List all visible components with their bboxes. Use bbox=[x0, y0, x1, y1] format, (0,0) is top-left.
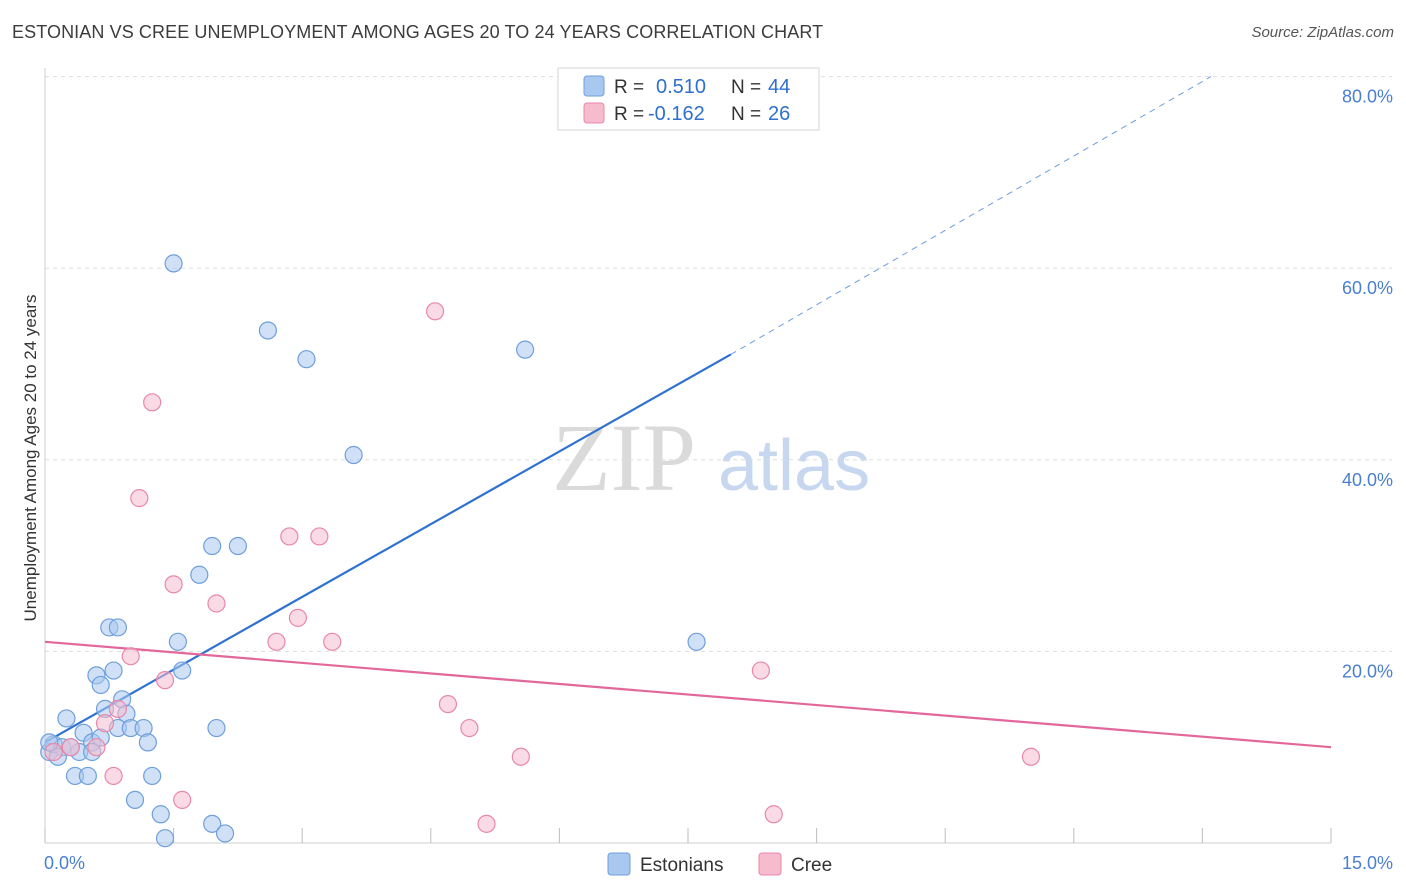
point-estonians bbox=[164, 254, 183, 273]
legend-swatch-cree bbox=[583, 102, 605, 124]
point-estonians bbox=[57, 709, 76, 728]
point-estonians bbox=[687, 632, 706, 651]
legend-n-label: N = bbox=[731, 77, 761, 98]
legend-r-label: R = bbox=[614, 104, 644, 125]
point-estonians bbox=[151, 805, 170, 824]
x-tick-label: 0.0% bbox=[44, 853, 85, 873]
correlation-legend: R = 0.510 N = 44 R = -0.162 N = 26 bbox=[557, 67, 820, 131]
point-estonians bbox=[297, 350, 316, 369]
point-cree bbox=[267, 632, 286, 651]
point-estonians bbox=[91, 675, 110, 695]
trendline-estonians-extension bbox=[730, 76, 1212, 355]
grid bbox=[45, 76, 1392, 652]
point-cree bbox=[173, 790, 192, 809]
point-cree bbox=[104, 766, 123, 786]
point-estonians bbox=[143, 766, 162, 786]
point-cree bbox=[477, 814, 496, 833]
point-estonians bbox=[258, 321, 278, 340]
chart-title: ESTONIAN VS CREE UNEMPLOYMENT AMONG AGES… bbox=[12, 22, 824, 42]
y-tick-label: 40.0% bbox=[1342, 470, 1393, 490]
point-cree bbox=[87, 738, 106, 757]
point-cree bbox=[288, 608, 308, 627]
legend-n-value-cree: 26 bbox=[768, 103, 790, 125]
point-estonians bbox=[138, 733, 157, 752]
point-cree bbox=[280, 527, 299, 546]
point-estonians bbox=[207, 718, 226, 738]
point-cree bbox=[438, 694, 458, 714]
y-tick-label: 80.0% bbox=[1342, 87, 1393, 107]
point-cree bbox=[108, 699, 127, 718]
point-cree bbox=[130, 489, 149, 508]
point-estonians bbox=[215, 824, 235, 843]
point-cree bbox=[207, 594, 226, 613]
point-cree bbox=[460, 718, 479, 738]
legend-r-label: R = bbox=[614, 77, 644, 98]
point-cree bbox=[425, 302, 445, 321]
point-cree bbox=[310, 527, 329, 546]
series-legend: Estonians Cree bbox=[607, 852, 832, 876]
point-estonians bbox=[203, 536, 222, 556]
point-cree bbox=[511, 747, 530, 766]
legend-r-value-cree: -0.162 bbox=[648, 103, 705, 125]
point-estonians bbox=[108, 618, 127, 637]
watermark-zip: ZIP bbox=[552, 404, 696, 511]
point-estonians bbox=[168, 632, 187, 651]
point-cree bbox=[44, 742, 63, 762]
point-estonians bbox=[516, 340, 535, 359]
source-label: Source: ZipAtlas.com bbox=[1251, 24, 1394, 41]
point-estonians bbox=[203, 814, 222, 833]
y-axis-label: Unemployment Among Ages 20 to 24 years bbox=[21, 295, 40, 622]
point-cree bbox=[764, 805, 783, 824]
trendline-cree bbox=[44, 640, 1332, 749]
tick-labels: 20.0% 40.0% 60.0% 80.0% 0.0% 15.0% bbox=[44, 87, 1393, 873]
point-estonians bbox=[104, 661, 123, 680]
point-cree bbox=[164, 575, 183, 594]
bottom-legend-estonians: Estonians bbox=[640, 855, 723, 876]
x-tick-label: 15.0% bbox=[1342, 853, 1393, 873]
point-estonians bbox=[173, 661, 192, 680]
point-cree bbox=[323, 632, 342, 651]
data-points bbox=[40, 254, 1041, 848]
watermark-atlas: atlas bbox=[718, 426, 870, 506]
bottom-legend-swatch-estonians bbox=[607, 852, 631, 876]
point-cree bbox=[155, 671, 175, 690]
point-cree bbox=[143, 393, 162, 412]
bottom-legend-swatch-cree bbox=[758, 852, 782, 876]
bottom-legend-cree: Cree bbox=[791, 855, 832, 876]
point-cree bbox=[61, 738, 80, 757]
point-cree bbox=[121, 647, 140, 666]
trendline-estonians bbox=[44, 353, 732, 744]
legend-n-value-estonians: 44 bbox=[768, 76, 790, 98]
point-estonians bbox=[125, 790, 145, 809]
y-tick-label: 60.0% bbox=[1342, 278, 1393, 298]
point-cree bbox=[1021, 747, 1041, 766]
point-estonians bbox=[228, 536, 247, 556]
point-cree bbox=[751, 661, 770, 680]
legend-swatch-estonians bbox=[583, 75, 605, 97]
point-estonians bbox=[344, 445, 363, 465]
point-estonians bbox=[78, 766, 97, 786]
y-tick-label: 20.0% bbox=[1342, 661, 1393, 681]
point-estonians bbox=[155, 829, 175, 848]
legend-r-value-estonians: 0.510 bbox=[656, 76, 706, 98]
legend-n-label: N = bbox=[731, 104, 761, 125]
point-estonians bbox=[190, 565, 209, 584]
point-cree bbox=[95, 714, 115, 733]
